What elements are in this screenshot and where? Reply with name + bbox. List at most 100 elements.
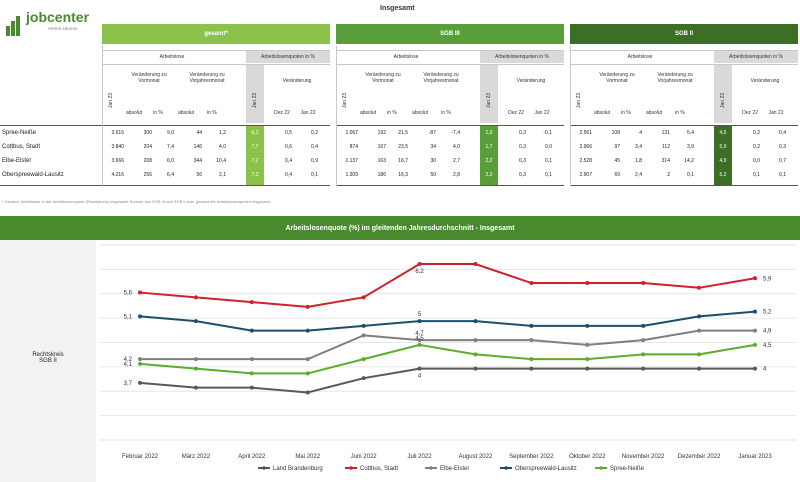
data-point	[305, 328, 310, 333]
data-point	[249, 385, 254, 390]
table-cell: 4,0	[219, 144, 226, 150]
data-point	[138, 314, 142, 319]
data-point	[529, 323, 534, 328]
table-rule	[570, 185, 798, 186]
table-cell: 2	[667, 172, 670, 178]
table-rule	[336, 185, 564, 186]
table-cell-quote: 1,7	[485, 144, 493, 150]
table-cell: 0,3	[519, 172, 526, 178]
table-cell: 0,4	[779, 130, 786, 136]
table-cell-quote: 6,3	[251, 130, 259, 136]
x-tick-label: Februar 2022	[122, 454, 159, 460]
table-rule	[102, 64, 330, 65]
data-label: 5,1	[124, 314, 133, 320]
data-point	[753, 309, 757, 314]
table-cell: 10,4	[216, 158, 226, 164]
data-point	[361, 357, 366, 362]
table-cell: 2,8	[453, 172, 460, 178]
x-tick-label: März 2022	[182, 454, 211, 460]
header-jan22: Jan 22	[300, 110, 316, 116]
table-cell: 5,4	[687, 130, 694, 136]
data-label: 6,2	[415, 269, 424, 275]
table-rule	[336, 64, 564, 65]
table-cell: 2,7	[453, 158, 460, 164]
table-cell: 23,5	[398, 144, 408, 150]
table-rule	[0, 125, 102, 126]
header-absolut: absolut	[125, 110, 143, 116]
group-label: SGB II	[674, 31, 693, 37]
x-tick-label: April 2022	[238, 454, 266, 460]
table-cell-quote: 5,9	[719, 144, 727, 150]
header-arbeitslose: Arbeitslose	[159, 54, 185, 60]
header-veraenderung: Veränderung	[282, 78, 312, 84]
table-cell: 4,0	[453, 144, 460, 150]
data-point	[138, 380, 142, 385]
table-cell: 0,1	[753, 172, 760, 178]
header-absolut: absolut	[359, 110, 377, 116]
data-point	[473, 262, 478, 267]
header-vormonat: Veränderung zu Vormonat	[365, 72, 401, 84]
x-tick-label: Juli 2022	[408, 454, 433, 460]
table-cell: 44	[196, 130, 202, 136]
chart-title: Arbeitslosenquote (%) im gleitenden Jahr…	[0, 216, 800, 240]
table-cell-quote: 4,9	[719, 158, 727, 164]
table-rule	[336, 125, 564, 126]
data-point	[249, 300, 254, 305]
table-cell: 1.137	[345, 158, 358, 164]
table-cell: 344	[193, 158, 202, 164]
table-cell: 3.840	[111, 144, 124, 150]
table-cell: 0,1	[545, 172, 552, 178]
table-cell: 34	[430, 144, 436, 150]
legend-marker	[599, 466, 603, 470]
table-rule	[0, 185, 102, 186]
table-cell: 0,0	[545, 144, 552, 150]
group-header-sgb3: SGB III	[336, 24, 564, 44]
data-point	[193, 357, 198, 362]
data-point	[417, 319, 422, 324]
table-cell: 0,2	[753, 130, 760, 136]
table-cell: -0,1	[543, 130, 552, 136]
header-veraenderung: Veränderung	[750, 78, 780, 84]
data-point	[641, 352, 646, 357]
table-cell: 16,3	[398, 172, 408, 178]
side-label-line2: SGB II	[39, 358, 57, 364]
table-cell: 2.907	[579, 172, 592, 178]
data-label: 4,7	[415, 331, 424, 337]
data-point	[753, 342, 757, 347]
table-cell: 2,1	[219, 172, 226, 178]
group-header-sgb2: SGB II	[570, 24, 798, 44]
table-cell: 1,2	[219, 130, 226, 136]
header-vormonat: Veränderung zu Vormonat	[131, 72, 167, 84]
table-cell: 45	[614, 158, 620, 164]
data-point	[529, 338, 534, 343]
data-point	[305, 390, 310, 395]
x-tick-label: Juni 2022	[351, 454, 378, 460]
data-label: 5,6	[124, 291, 133, 297]
table-rule	[570, 125, 798, 126]
table-cell: 4.216	[111, 172, 124, 178]
table-cell: 97	[614, 144, 620, 150]
table-cell: 186	[377, 172, 386, 178]
data-point	[193, 295, 198, 300]
data-point	[193, 366, 198, 371]
table-cell-quote: 1,9	[485, 130, 493, 136]
data-point	[361, 295, 366, 300]
x-tick-label: Mai 2022	[295, 454, 320, 460]
data-point	[641, 338, 646, 343]
data-point	[585, 281, 590, 286]
table-rule	[570, 50, 798, 51]
data-point	[249, 328, 254, 333]
chart-title-text: Arbeitslosenquote (%) im gleitenden Jahr…	[285, 224, 515, 232]
data-point	[529, 281, 534, 286]
table-cell: 0,1	[311, 172, 318, 178]
data-point	[473, 319, 478, 324]
table-cell-quote: 2,2	[485, 158, 493, 164]
group-label: gesamt*	[204, 31, 228, 37]
header-arbeitslose: Arbeitslose	[393, 54, 419, 60]
legend-marker	[349, 466, 353, 470]
table-divider	[102, 46, 103, 186]
series-line	[140, 329, 755, 361]
logo-text: jobcenter	[26, 9, 90, 25]
table-divider	[570, 46, 571, 186]
data-point	[193, 385, 198, 390]
